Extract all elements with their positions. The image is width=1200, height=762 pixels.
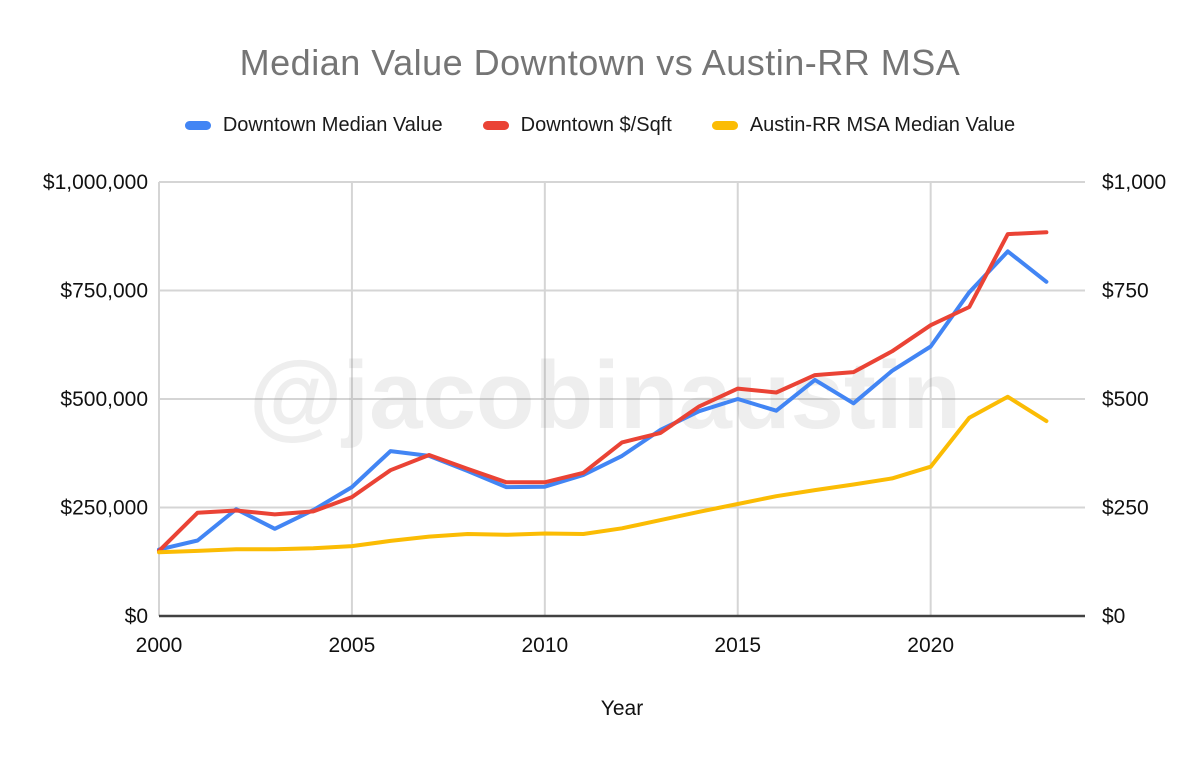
x-axis-tick-label: 2015 <box>714 634 761 657</box>
x-axis-tick-label: 2000 <box>136 634 183 657</box>
y-axis-right-tick-label: $750 <box>1102 280 1149 303</box>
series-line-3 <box>157 394 1049 555</box>
msa-median-value-swatch-icon <box>711 121 738 130</box>
legend-item-msa-median-value: Austin-RR MSA Median Value <box>711 114 1016 137</box>
y-axis-right-tick-label: $0 <box>1102 605 1125 628</box>
y-axis-left-tick-label: $750,000 <box>60 280 148 303</box>
chart-title: Median Value Downtown vs Austin-RR MSA <box>239 42 961 83</box>
downtown-sqft-swatch-icon <box>482 121 509 130</box>
y-axis-right-tick-label: $1,000 <box>1102 171 1166 194</box>
legend-item-downtown-median-value: Downtown Median Value <box>184 114 443 137</box>
y-axis-left-tick-label: $0 <box>125 605 148 628</box>
legend-label: Downtown $/Sqft <box>520 114 672 136</box>
x-axis-title: Year <box>600 697 644 720</box>
legend-label: Austin-RR MSA Median Value <box>749 114 1016 136</box>
legend-item-downtown-sqft: Downtown $/Sqft <box>482 114 672 137</box>
x-axis-tick-label: 2020 <box>907 634 954 657</box>
legend: Downtown Median Value Downtown $/Sqft Au… <box>0 114 1200 137</box>
x-axis-tick-label: 2010 <box>521 634 568 657</box>
series-line-2 <box>157 230 1049 553</box>
x-axis-tick-label: 2005 <box>329 634 376 657</box>
y-axis-left-tick-label: $250,000 <box>60 497 148 520</box>
watermark-text: @jacobinaustin <box>249 342 961 449</box>
y-axis-left-tick-label: $1,000,000 <box>43 171 148 194</box>
legend-label: Downtown Median Value <box>222 114 443 136</box>
y-axis-left-tick-label: $500,000 <box>60 388 148 411</box>
downtown-median-value-swatch-icon <box>184 121 211 130</box>
y-axis-right-tick-label: $250 <box>1102 497 1149 520</box>
y-axis-right-tick-label: $500 <box>1102 388 1149 411</box>
